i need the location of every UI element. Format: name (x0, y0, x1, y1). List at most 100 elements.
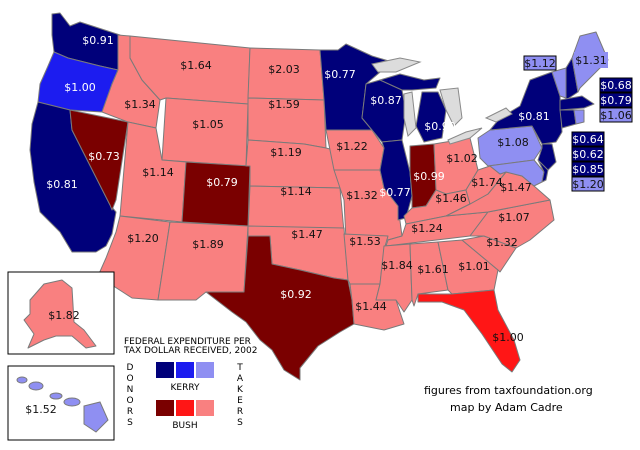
state-new-mexico (157, 221, 249, 301)
donors-letter-6: S (127, 418, 133, 428)
label-ia: $1.22 (336, 140, 368, 153)
state-value-labels: $0.91 $1.00 $0.81 $0.73 $1.34 $1.64 $1.0… (25, 34, 550, 416)
donors-letter-2: O (126, 374, 133, 384)
legend-kerry-label: KERRY (170, 383, 200, 393)
swatch-bush-donor (156, 400, 174, 416)
label-ms: $1.84 (381, 259, 413, 272)
state-wyoming (161, 97, 249, 167)
state-maryland (487, 159, 545, 187)
swatch-kerry-mid (176, 362, 194, 378)
donors-letter-4: O (126, 396, 133, 406)
callout-nh: $0.68 (600, 79, 632, 92)
callout-de-box (571, 161, 605, 177)
legend-title-line2: TAX DOLLAR RECEIVED, 2002 (123, 346, 257, 356)
callout-nj-box (571, 146, 605, 162)
donors-letter-3: N (127, 385, 134, 395)
state-massachusetts (559, 95, 595, 111)
label-co: $0.79 (206, 176, 238, 189)
donors-letter-5: R (127, 407, 133, 417)
state-new-jersey (537, 143, 557, 171)
label-mo: $1.32 (346, 189, 378, 202)
label-hi: $1.52 (25, 403, 57, 416)
label-nv: $0.73 (88, 150, 120, 163)
label-sd: $1.59 (268, 98, 300, 111)
callout-ct: $0.64 (572, 133, 604, 146)
label-ca: $0.81 (46, 178, 78, 191)
takers-letter-4: E (237, 396, 243, 406)
label-sc: $1.32 (486, 236, 518, 249)
callout-ma-box (599, 92, 633, 108)
label-tn: $1.24 (411, 222, 443, 235)
callout-md: $1.20 (572, 178, 604, 191)
label-oh: $1.02 (446, 152, 478, 165)
callout-ct-box (571, 131, 605, 147)
state-hawaii (16, 376, 109, 433)
takers-letter-6: S (237, 418, 243, 428)
state-michigan-lower (415, 91, 447, 143)
label-in: $0.99 (413, 170, 445, 183)
callout-de: $0.85 (572, 163, 604, 176)
callout-ma: $0.79 (600, 94, 632, 107)
swatch-bush-taker (196, 400, 214, 416)
legend-bush-label: BUSH (172, 421, 197, 431)
label-mi: $0.90 (424, 120, 456, 133)
swatch-kerry-taker (196, 362, 214, 378)
callout-ri-box (599, 107, 633, 123)
label-ak: $1.82 (48, 309, 80, 322)
label-tx: $0.92 (280, 288, 312, 301)
label-wi: $0.87 (370, 94, 402, 107)
label-ny: $0.81 (518, 110, 550, 123)
states-layer (7, 12, 609, 441)
legend-donors-vertical: D O N O R S (126, 363, 133, 428)
callout-me: $1.31 (575, 54, 607, 67)
state-illinois (379, 139, 413, 221)
label-fl: $1.00 (492, 331, 524, 344)
label-ga: $1.01 (458, 260, 490, 273)
label-il: $0.77 (379, 186, 411, 199)
label-pa: $1.08 (497, 136, 529, 149)
label-mn: $0.77 (324, 68, 356, 81)
source-credit: figures from taxfoundation.org (424, 384, 593, 397)
state-colorado (181, 161, 251, 227)
callout-nh-box (599, 77, 633, 93)
callout-vt: $1.12 (524, 57, 556, 70)
callout-ri: $1.06 (600, 109, 632, 122)
author-credit: map by Adam Cadre (450, 401, 563, 414)
state-texas (205, 235, 355, 381)
label-al: $1.61 (417, 263, 449, 276)
great-lakes (371, 57, 513, 145)
state-south-carolina (461, 235, 517, 273)
takers-letter-3: K (237, 385, 244, 395)
label-az: $1.20 (127, 232, 159, 245)
legend-takers-vertical: T A K E R S (236, 363, 244, 428)
northeast-callouts: $1.12 $1.31 $0.68 $0.79 $1.06 $0.64 $0.6… (523, 52, 633, 192)
label-ks: $1.14 (280, 185, 312, 198)
label-ok: $1.47 (291, 228, 323, 241)
legend: FEDERAL EXPENDITURE PER TAX DOLLAR RECEI… (123, 337, 257, 431)
takers-letter-1: T (236, 363, 243, 373)
label-wv: $1.74 (471, 176, 503, 189)
label-nm: $1.89 (192, 238, 224, 251)
label-ut: $1.14 (142, 166, 174, 179)
callout-md-box (571, 176, 605, 192)
label-nd: $2.03 (268, 63, 300, 76)
legend-title-line1: FEDERAL EXPENDITURE PER (124, 337, 251, 347)
label-or: $1.00 (64, 81, 96, 94)
label-la: $1.44 (355, 300, 387, 313)
label-nc: $1.07 (498, 211, 530, 224)
callout-me-box (574, 52, 608, 68)
state-connecticut (559, 109, 577, 129)
label-wy: $1.05 (192, 118, 224, 131)
takers-letter-5: R (237, 407, 243, 417)
swatch-bush-mid (176, 400, 194, 416)
callout-nj: $0.62 (572, 148, 604, 161)
state-florida (417, 289, 521, 373)
donors-letter-1: D (127, 363, 134, 373)
label-wa: $0.91 (82, 34, 114, 47)
takers-letter-2: A (237, 374, 244, 384)
label-va: $1.47 (500, 181, 532, 194)
state-alaska (23, 279, 97, 349)
label-mt: $1.64 (180, 59, 212, 72)
